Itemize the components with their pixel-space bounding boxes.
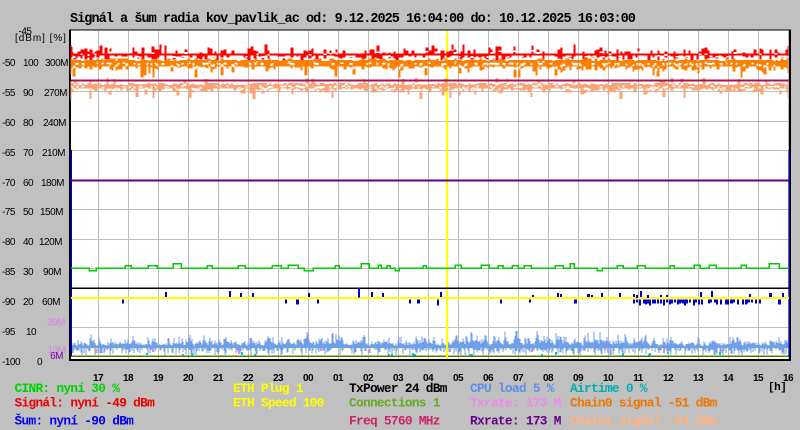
svg-text:12: 12 [663,373,674,384]
svg-text:180M: 180M [41,178,64,189]
svg-text:Connections 1: Connections 1 [349,396,441,411]
svg-text:-50: -50 [2,58,16,69]
svg-text:60M: 60M [42,297,60,308]
svg-text:-85: -85 [2,267,16,278]
svg-text:10: 10 [603,373,614,384]
svg-text:-100: -100 [2,357,21,368]
svg-text:18: 18 [123,373,134,384]
svg-text:CPU load 5 %: CPU load 5 % [470,381,555,396]
svg-text:150M: 150M [40,207,63,218]
svg-text:10: 10 [26,327,37,338]
svg-text:80: 80 [23,118,34,129]
svg-text:-55: -55 [2,88,16,99]
svg-text:09: 09 [573,373,584,384]
svg-text:15: 15 [753,373,764,384]
svg-text:-70: -70 [2,178,16,189]
svg-text:-95: -95 [2,327,16,338]
svg-text:21: 21 [213,373,224,384]
svg-text:70: 70 [23,148,34,159]
svg-text:Signál: nyní -49 dBm: Signál: nyní -49 dBm [15,396,156,411]
svg-text:07: 07 [513,373,524,384]
svg-text:Txrate: 173 M: Txrate: 173 M [470,396,562,411]
svg-text:06: 06 [483,373,494,384]
svg-text:[dBm] [%]: [dBm] [%] [15,33,67,44]
svg-text:-60: -60 [2,118,16,129]
svg-text:20: 20 [23,297,34,308]
svg-text:TxPower 24 dBm: TxPower 24 dBm [349,381,448,396]
svg-text:Chain1 signal -54 dBm: Chain1 signal -54 dBm [570,414,718,429]
svg-text:14: 14 [723,373,734,384]
svg-text:100: 100 [23,58,39,69]
svg-text:Signál a šum radia kov_pavlik_: Signál a šum radia kov_pavlik_ac od: 9.1… [70,12,636,27]
svg-text:39M: 39M [47,318,65,329]
svg-text:CINR: nyní 30 %: CINR: nyní 30 % [15,381,121,396]
svg-text:6M: 6M [50,351,63,362]
svg-text:90M: 90M [43,267,61,278]
svg-text:20: 20 [183,373,194,384]
svg-text:16: 16 [783,373,794,384]
svg-text:270M: 270M [44,88,67,99]
svg-text:13: 13 [693,373,704,384]
svg-text:22: 22 [243,373,254,384]
svg-text:Airtime 0 %: Airtime 0 % [570,381,648,396]
svg-text:50: 50 [23,207,34,218]
svg-text:17: 17 [93,373,104,384]
svg-text:300M: 300M [45,58,68,69]
svg-text:210M: 210M [42,148,65,159]
svg-text:40: 40 [23,237,34,248]
svg-text:01: 01 [333,373,344,384]
svg-text:23: 23 [273,373,284,384]
svg-text:Rxrate: 173 M: Rxrate: 173 M [470,414,562,429]
svg-text:Chain0 signal -51 dBm: Chain0 signal -51 dBm [570,396,718,411]
svg-text:-75: -75 [2,207,16,218]
svg-text:Freq 5760 MHz: Freq 5760 MHz [349,414,440,429]
svg-text:120M: 120M [39,237,62,248]
svg-text:04: 04 [423,373,434,384]
svg-text:240M: 240M [43,118,66,129]
svg-text:30: 30 [23,267,34,278]
svg-text:0: 0 [37,357,43,368]
svg-text:03: 03 [393,373,404,384]
svg-text:05: 05 [453,373,464,384]
svg-text:-65: -65 [2,148,16,159]
svg-text:-90: -90 [2,297,16,308]
svg-text:02: 02 [363,373,374,384]
svg-text:19: 19 [153,373,164,384]
svg-text:00: 00 [303,373,314,384]
svg-text:11: 11 [633,373,644,384]
svg-text:ETH Plug 1: ETH Plug 1 [233,381,304,396]
svg-text:[h]: [h] [768,382,786,394]
svg-text:90: 90 [23,88,34,99]
svg-text:13M: 13M [48,345,66,356]
svg-text:60: 60 [23,178,34,189]
svg-text:08: 08 [543,373,554,384]
svg-text:ETH Speed 100: ETH Speed 100 [233,396,324,411]
svg-text:-80: -80 [2,237,16,248]
svg-text:-45: -45 [19,27,33,38]
svg-text:Šum: nyní -90 dBm: Šum: nyní -90 dBm [15,414,135,429]
